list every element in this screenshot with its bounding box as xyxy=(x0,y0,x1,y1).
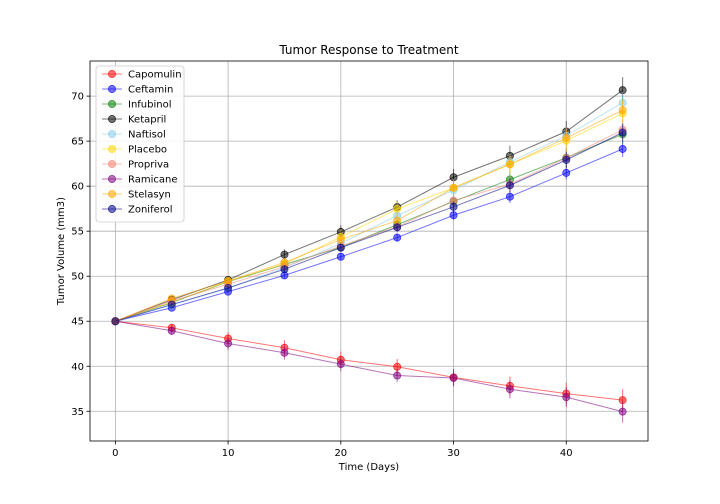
data-point xyxy=(393,204,402,213)
legend-label: Ketapril xyxy=(128,115,166,126)
y-tick-label: 70 xyxy=(71,92,84,103)
data-point xyxy=(449,183,458,192)
x-tick-label: 0 xyxy=(112,448,118,459)
plot-frame xyxy=(89,60,649,442)
data-point xyxy=(562,133,571,142)
data-point xyxy=(167,300,176,309)
data-point xyxy=(336,243,345,252)
legend-label: Ceftamin xyxy=(128,85,173,96)
legend-marker xyxy=(108,70,117,79)
legend-item-ramicane: Ramicane xyxy=(102,175,178,186)
chart-title: Tumor Response to Treatment xyxy=(278,43,459,57)
data-point xyxy=(336,360,345,369)
legend: Capomulin Ceftamin Infubinol Ketapril Naftis… xyxy=(95,65,185,223)
legend-item-propriva: Propriva xyxy=(102,160,169,171)
y-tick-label: 60 xyxy=(71,182,84,193)
y-tick-label: 50 xyxy=(71,272,84,283)
legend-label: Placebo xyxy=(128,145,167,156)
plot-series xyxy=(111,77,627,423)
y-axis-title: Tumor Volume (mm3) xyxy=(56,197,67,306)
legend-item-ceftamin: Ceftamin xyxy=(102,85,173,96)
legend-marker xyxy=(108,85,117,94)
data-point xyxy=(224,284,233,293)
legend-label: Infubinol xyxy=(128,100,172,111)
data-point xyxy=(618,407,627,416)
data-point xyxy=(280,265,289,274)
axes: 0 10 20 30 40 35 40 45 50 55 60 65 70 xyxy=(71,92,572,459)
series-line-ramicane xyxy=(115,320,623,413)
data-point xyxy=(449,373,458,382)
series-ramicane xyxy=(111,317,627,423)
x-tick-label: 40 xyxy=(560,448,573,459)
data-point xyxy=(280,258,289,267)
legend-item-infubinol: Infubinol xyxy=(102,100,172,111)
data-point xyxy=(618,106,627,115)
series-line-zoniferol xyxy=(115,132,623,322)
series-stelasyn xyxy=(111,99,627,326)
data-point xyxy=(393,233,402,242)
series-line-propriva xyxy=(115,129,623,322)
data-point xyxy=(505,385,514,394)
data-point xyxy=(280,250,289,259)
y-tick-label: 35 xyxy=(71,407,84,418)
legend-marker xyxy=(108,204,117,213)
legend-marker xyxy=(108,189,117,198)
data-point xyxy=(280,348,289,357)
series-line-placebo xyxy=(115,112,623,322)
legend-label: Capomulin xyxy=(128,70,182,81)
data-point xyxy=(618,128,627,137)
legend-label: Ramicane xyxy=(128,175,178,186)
x-tick-label: 20 xyxy=(334,448,347,459)
legend-marker xyxy=(108,159,117,168)
data-point xyxy=(224,339,233,348)
series-line-ceftamin xyxy=(115,148,623,322)
data-point xyxy=(449,211,458,220)
series-line-stelasyn xyxy=(115,109,623,322)
data-point xyxy=(449,202,458,211)
y-tick-label: 55 xyxy=(71,227,84,238)
legend-label: Zoniferol xyxy=(128,205,173,216)
legend-item-zoniferol: Zoniferol xyxy=(102,205,173,216)
legend-item-naftisol: Naftisol xyxy=(102,130,166,141)
legend-marker xyxy=(108,144,117,153)
y-tick-label: 45 xyxy=(71,317,84,328)
data-point xyxy=(505,192,514,201)
legend-item-placebo: Placebo xyxy=(102,145,167,156)
legend-marker xyxy=(108,174,117,183)
series-line-capomulin xyxy=(115,320,623,401)
legend-marker xyxy=(108,129,117,138)
x-axis-title: Time (Days) xyxy=(338,462,400,473)
legend-item-ketapril: Ketapril xyxy=(102,115,166,126)
legend-box xyxy=(95,65,185,223)
y-tick-label: 65 xyxy=(71,137,84,148)
data-point xyxy=(562,393,571,402)
data-point xyxy=(336,252,345,261)
x-tick-label: 10 xyxy=(222,448,235,459)
series-zoniferol xyxy=(111,123,627,326)
legend-item-stelasyn: Stelasyn xyxy=(102,190,171,201)
data-point xyxy=(393,371,402,380)
legend-marker xyxy=(108,100,117,109)
data-point xyxy=(505,181,514,190)
x-tick-label: 30 xyxy=(447,448,460,459)
data-point xyxy=(393,223,402,232)
y-tick-label: 40 xyxy=(71,362,84,373)
data-point xyxy=(224,277,233,286)
data-point xyxy=(167,326,176,335)
data-point xyxy=(618,144,627,153)
legend-label: Naftisol xyxy=(128,130,166,141)
data-point xyxy=(336,235,345,244)
data-point xyxy=(111,317,120,326)
data-point xyxy=(562,155,571,164)
data-point xyxy=(562,168,571,177)
legend-label: Propriva xyxy=(128,160,169,171)
legend-marker xyxy=(108,115,117,124)
legend-label: Stelasyn xyxy=(128,190,171,201)
legend-item-capomulin: Capomulin xyxy=(102,70,182,81)
data-point xyxy=(505,160,514,169)
